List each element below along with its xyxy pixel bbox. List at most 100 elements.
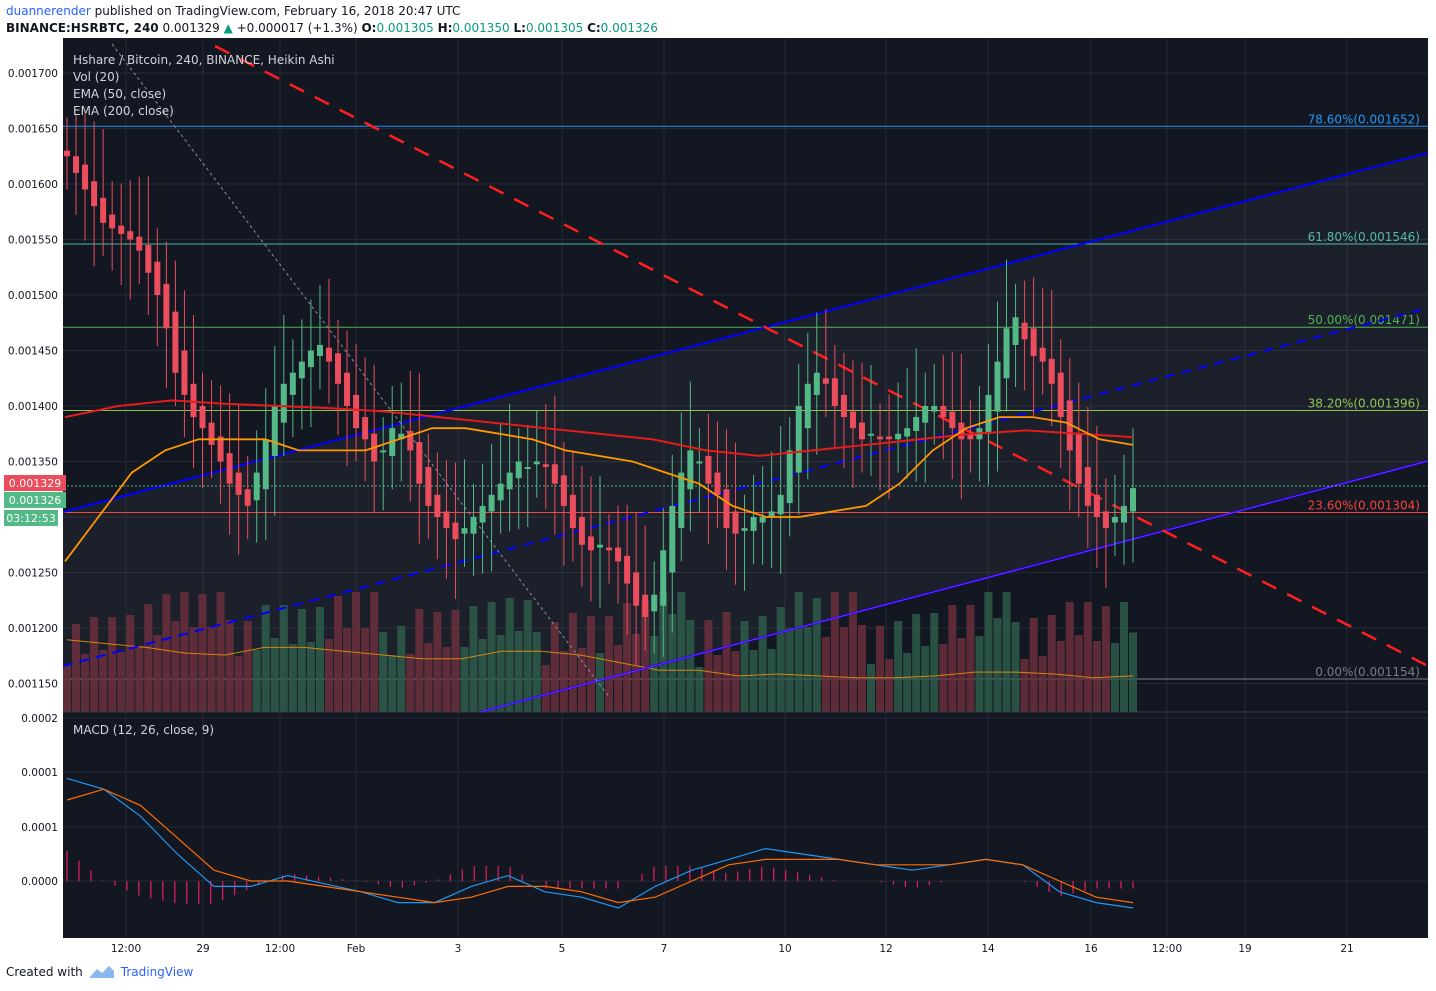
- volume-bar: [830, 592, 839, 712]
- volume-bar: [541, 665, 550, 712]
- volume-bar: [1020, 659, 1029, 712]
- publish-info: duannerender published on TradingView.co…: [6, 4, 460, 18]
- candle-body: [452, 522, 459, 540]
- candle-body: [985, 394, 992, 434]
- time-tick-label: 16: [1084, 943, 1098, 955]
- volume-bar: [171, 621, 180, 712]
- price-tick-label: 0.001650: [8, 124, 58, 136]
- candle-body: [633, 572, 640, 606]
- time-tick-label: 21: [1340, 943, 1353, 955]
- volume-bar: [1074, 635, 1083, 712]
- price-tick-label: 0.001500: [8, 290, 58, 302]
- time-axis[interactable]: 12:00 29 12:00 Feb 3 5 7 10 12 14 16 12:00 19 21: [111, 943, 1354, 955]
- volume-bar: [99, 650, 108, 712]
- candle-body: [82, 164, 89, 190]
- tradingview-link[interactable]: TradingView: [120, 965, 194, 979]
- candle-body: [895, 433, 902, 440]
- fib-label: 50.00%(0.001471): [1308, 313, 1420, 327]
- volume-bar: [108, 617, 117, 712]
- price-tick-label: 0.001150: [8, 679, 58, 691]
- candle-body: [136, 236, 143, 251]
- open-value: 0.001305: [376, 21, 434, 35]
- volume-bar: [487, 602, 496, 712]
- volume-bar: [704, 620, 713, 712]
- lower-channel-accent: [479, 460, 1429, 713]
- candle-body: [289, 372, 296, 395]
- candle-body: [479, 505, 486, 523]
- price-tick-label: 0.001200: [8, 623, 58, 635]
- volume-bar: [1129, 632, 1137, 712]
- volume-bar: [288, 644, 297, 712]
- candle-body: [913, 417, 920, 431]
- volume-bar: [1029, 618, 1038, 712]
- price-tick-label: 0.001700: [8, 68, 58, 80]
- volume-bar: [496, 635, 505, 712]
- volume-bar: [605, 616, 614, 712]
- candle-body: [64, 150, 70, 157]
- volume-bar: [686, 620, 695, 712]
- volume-bar: [153, 635, 162, 712]
- author-link[interactable]: duannerender: [6, 4, 91, 18]
- volume-bar: [424, 643, 433, 712]
- last-price-tag: [4, 475, 66, 491]
- legend-macd: MACD (12, 26, close, 9): [73, 723, 214, 737]
- fib-label: 78.60%(0.001652): [1308, 112, 1420, 126]
- volume-bar: [993, 618, 1002, 712]
- candle-body: [307, 350, 314, 368]
- candle-body: [73, 156, 80, 173]
- volume-bar: [614, 645, 623, 712]
- volume-bar: [1047, 615, 1056, 712]
- candle-body: [244, 489, 251, 506]
- volume-bar: [894, 621, 903, 712]
- candle-body: [1084, 467, 1091, 506]
- volume-bar: [1056, 641, 1065, 712]
- upper-channel-line: [62, 152, 1429, 513]
- close-value: 0.001326: [600, 21, 658, 35]
- candle-body: [506, 472, 513, 490]
- candle-body: [217, 436, 224, 462]
- volume-bar: [324, 639, 333, 712]
- chart-area[interactable]: 78.60%(0.001652)61.80%(0.001546)50.00%(0…: [0, 38, 1436, 960]
- volume-bar: [668, 614, 677, 712]
- candle-body: [551, 464, 558, 484]
- volume-bar: [957, 638, 966, 712]
- candle-body: [858, 422, 865, 440]
- price-tick-label: 0.001450: [8, 346, 58, 358]
- volume-bar: [315, 607, 324, 712]
- volume-bar: [794, 592, 803, 712]
- candle-body: [461, 528, 468, 534]
- volume-bar: [433, 612, 442, 712]
- volume-bar: [559, 651, 568, 712]
- candle-body: [524, 467, 531, 470]
- volume-bar: [90, 617, 99, 712]
- price-tick-label: 0.001400: [8, 401, 58, 413]
- volume-bars: [63, 592, 1137, 712]
- candle-body: [398, 433, 405, 440]
- candle-body: [1003, 328, 1010, 379]
- channel-fill: [63, 153, 1428, 712]
- candle-body: [298, 361, 305, 379]
- candle-body: [154, 261, 161, 295]
- candle-body: [822, 378, 829, 384]
- candle-body: [732, 511, 739, 534]
- chart-background: [0, 38, 1436, 960]
- candle-body: [542, 464, 549, 468]
- candle-body: [624, 555, 631, 584]
- volume-bar: [505, 598, 514, 712]
- candle-body: [316, 344, 323, 357]
- candle-body: [380, 450, 387, 453]
- candle-body: [443, 511, 450, 529]
- countdown-text: 03:12:53: [6, 512, 55, 525]
- volume-bar: [144, 604, 153, 712]
- volume-bar: [406, 654, 415, 712]
- volume-bar: [532, 632, 541, 712]
- volume-bar: [1011, 622, 1020, 712]
- volume-bar: [1092, 641, 1101, 712]
- time-tick-label: 7: [661, 943, 668, 955]
- candle-body: [1030, 328, 1037, 357]
- macd-axis[interactable]: 0.0002 0.0001 0.0001 0.0000: [21, 713, 58, 888]
- volume-bar: [812, 598, 821, 712]
- price-tick-label: 0.001250: [8, 568, 58, 580]
- candle-body: [226, 453, 233, 484]
- volume-bar: [1038, 656, 1047, 712]
